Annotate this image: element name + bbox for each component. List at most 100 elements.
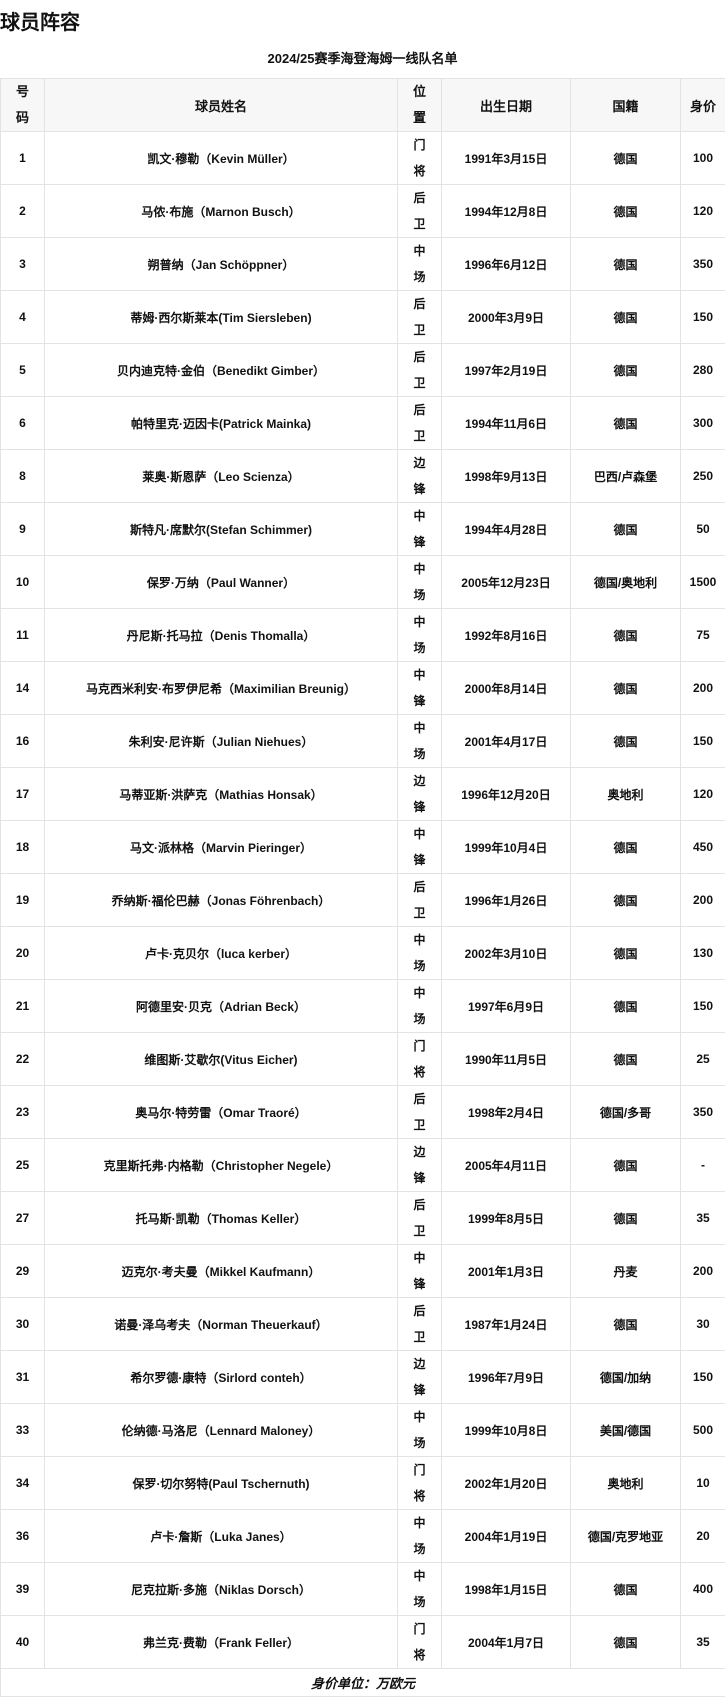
cell-number: 21 [0,979,45,1033]
cell-nationality: 丹麦 [570,1244,681,1298]
cell-birth: 2004年1月7日 [441,1615,571,1669]
cell-number: 34 [0,1456,45,1510]
table-row: 25 克里斯托弗·内格勒（Christopher Negele） 边锋 2005年4月… [0,1138,725,1192]
table-row: 18 马文·派林格（Marvin Pieringer） 中锋 1999年10月4日 德国… [0,820,725,874]
table-row: 40 弗兰克·费勒（Frank Feller） 门将 2004年1月7日 德国 35 [0,1615,725,1669]
cell-nationality: 德国 [570,714,681,768]
table-row: 34 保罗·切尔努特(Paul Tschernuth) 门将 2002年1月20日 奥地… [0,1456,725,1510]
cell-nationality: 奥地利 [570,767,681,821]
cell-number: 10 [0,555,45,609]
cell-number: 36 [0,1509,45,1563]
cell-name: 尼克拉斯·多施（Niklas Dorsch） [44,1562,398,1616]
cell-number: 11 [0,608,45,662]
table-row: 3 朔普纳（Jan Schöppner） 中场 1996年6月12日 德国 350 [0,237,725,291]
cell-position: 后卫 [397,1297,442,1351]
cell-birth: 1996年1月26日 [441,873,571,927]
cell-value: 150 [680,1350,725,1404]
roster-table: 号码 球员姓名 位置 出生日期 国籍 身价 1 凯文·穆勒（Kevin Mülle… [0,78,725,1697]
cell-nationality: 德国 [570,926,681,980]
cell-nationality: 德国/多哥 [570,1085,681,1139]
table-row: 23 奥马尔·特劳雷（Omar Traoré） 后卫 1998年2月4日 德国/多哥 35… [0,1085,725,1139]
cell-nationality: 德国 [570,608,681,662]
cell-position: 门将 [397,131,442,185]
table-row: 14 马克西米利安·布罗伊尼希（Maximilian Breunig） 中锋 2000… [0,661,725,715]
cell-number: 19 [0,873,45,927]
cell-birth: 1997年6月9日 [441,979,571,1033]
cell-birth: 2005年4月11日 [441,1138,571,1192]
cell-birth: 1996年7月9日 [441,1350,571,1404]
cell-name: 贝内迪克特·金伯（Benedikt Gimber） [44,343,398,397]
table-row: 1 凯文·穆勒（Kevin Müller） 门将 1991年3月15日 德国 100 [0,131,725,185]
cell-position: 中场 [397,555,442,609]
header-position: 位置 [397,78,442,132]
cell-value: 10 [680,1456,725,1510]
cell-value: 35 [680,1191,725,1245]
cell-value: 350 [680,237,725,291]
cell-position: 后卫 [397,396,442,450]
cell-position: 中场 [397,1509,442,1563]
cell-value: 150 [680,714,725,768]
cell-nationality: 德国 [570,237,681,291]
table-row: 27 托马斯·凯勒（Thomas Keller） 后卫 1999年8月5日 德国 35 [0,1191,725,1245]
cell-nationality: 德国 [570,820,681,874]
cell-birth: 2004年1月19日 [441,1509,571,1563]
cell-nationality: 德国 [570,1562,681,1616]
cell-position: 门将 [397,1615,442,1669]
cell-number: 14 [0,661,45,715]
header-nationality: 国籍 [570,78,681,132]
cell-position: 边锋 [397,767,442,821]
cell-value: 130 [680,926,725,980]
cell-name: 诺曼·泽乌考夫（Norman Theuerkauf） [44,1297,398,1351]
cell-birth: 1994年11月6日 [441,396,571,450]
cell-name: 托马斯·凯勒（Thomas Keller） [44,1191,398,1245]
value-unit-note: 身价单位：万欧元 [0,1668,725,1697]
cell-position: 中场 [397,714,442,768]
cell-nationality: 德国 [570,343,681,397]
cell-number: 18 [0,820,45,874]
table-row: 5 贝内迪克特·金伯（Benedikt Gimber） 后卫 1997年2月19日 德国… [0,343,725,397]
cell-name: 丹尼斯·托马拉（Denis Thomalla） [44,608,398,662]
cell-number: 1 [0,131,45,185]
cell-birth: 2002年1月20日 [441,1456,571,1510]
cell-value: 200 [680,873,725,927]
cell-value: 250 [680,449,725,503]
table-header-row: 号码 球员姓名 位置 出生日期 国籍 身价 [0,78,725,132]
cell-birth: 1994年12月8日 [441,184,571,238]
table-row: 22 维图斯·艾歇尔(Vitus Eicher) 门将 1990年11月5日 德国 25 [0,1032,725,1086]
cell-position: 中锋 [397,1244,442,1298]
cell-name: 马蒂亚斯·洪萨克（Mathias Honsak） [44,767,398,821]
cell-position: 后卫 [397,1085,442,1139]
cell-position: 中锋 [397,661,442,715]
cell-name: 莱奥·斯恩萨（Leo Scienza） [44,449,398,503]
cell-nationality: 德国 [570,396,681,450]
cell-number: 6 [0,396,45,450]
cell-position: 中场 [397,1562,442,1616]
table-row: 8 莱奥·斯恩萨（Leo Scienza） 边锋 1998年9月13日 巴西/卢森堡 25… [0,449,725,503]
cell-value: 50 [680,502,725,556]
cell-birth: 1999年10月8日 [441,1403,571,1457]
cell-birth: 1990年11月5日 [441,1032,571,1086]
cell-nationality: 德国 [570,290,681,344]
cell-position: 中锋 [397,502,442,556]
header-number: 号码 [0,78,45,132]
footer-row: 身价单位：万欧元 [0,1668,725,1697]
cell-nationality: 德国 [570,184,681,238]
table-row: 19 乔纳斯·福伦巴赫（Jonas Föhrenbach） 后卫 1996年1月26日… [0,873,725,927]
cell-number: 25 [0,1138,45,1192]
cell-name: 斯特凡·席默尔(Stefan Schimmer) [44,502,398,556]
cell-value: 350 [680,1085,725,1139]
cell-name: 凯文·穆勒（Kevin Müller） [44,131,398,185]
cell-birth: 2001年4月17日 [441,714,571,768]
cell-number: 23 [0,1085,45,1139]
cell-name: 帕特里克·迈因卡(Patrick Mainka) [44,396,398,450]
cell-name: 奥马尔·特劳雷（Omar Traoré） [44,1085,398,1139]
table-row: 31 希尔罗德·康特（Sirlord conteh） 边锋 1996年7月9日 德国/加… [0,1350,725,1404]
header-name: 球员姓名 [44,78,398,132]
cell-number: 29 [0,1244,45,1298]
page-title: 球员阵容 [0,12,80,34]
cell-value: 35 [680,1615,725,1669]
cell-value: 300 [680,396,725,450]
cell-number: 8 [0,449,45,503]
table-row: 11 丹尼斯·托马拉（Denis Thomalla） 中场 1992年8月16日 德国 7… [0,608,725,662]
cell-position: 中场 [397,1403,442,1457]
